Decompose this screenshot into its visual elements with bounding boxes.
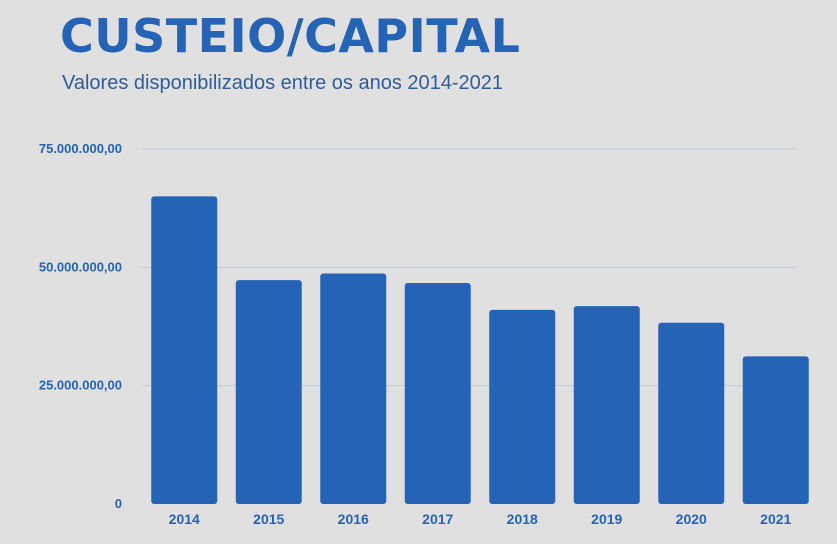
y-tick-label: 50.000.000,00 bbox=[39, 259, 122, 274]
bar-2014 bbox=[151, 196, 218, 505]
x-tick-label: 2019 bbox=[591, 511, 622, 527]
x-tick-label: 2016 bbox=[338, 511, 369, 527]
x-tick-label: 2015 bbox=[253, 511, 284, 527]
bar-2015 bbox=[235, 280, 302, 504]
y-tick-label: 0 bbox=[115, 496, 122, 511]
x-tick-label: 2020 bbox=[676, 511, 707, 527]
bar-2017 bbox=[404, 282, 471, 504]
chart-title: CUSTEIO/CAPITAL bbox=[60, 9, 521, 63]
x-tick-label: 2017 bbox=[422, 511, 453, 527]
y-tick-label: 25.000.000,00 bbox=[39, 378, 122, 393]
x-tick-label: 2014 bbox=[169, 511, 200, 527]
y-tick-label: 75.000.000,00 bbox=[39, 141, 122, 156]
bar-2016 bbox=[320, 273, 387, 504]
bar-2020 bbox=[658, 322, 725, 504]
bar-2018 bbox=[489, 309, 556, 504]
x-tick-label: 2021 bbox=[760, 511, 791, 527]
x-tick-label: 2018 bbox=[507, 511, 538, 527]
bar-2019 bbox=[573, 306, 640, 504]
chart-subtitle: Valores disponibilizados entre os anos 2… bbox=[62, 72, 504, 94]
bar-2021 bbox=[742, 356, 809, 504]
